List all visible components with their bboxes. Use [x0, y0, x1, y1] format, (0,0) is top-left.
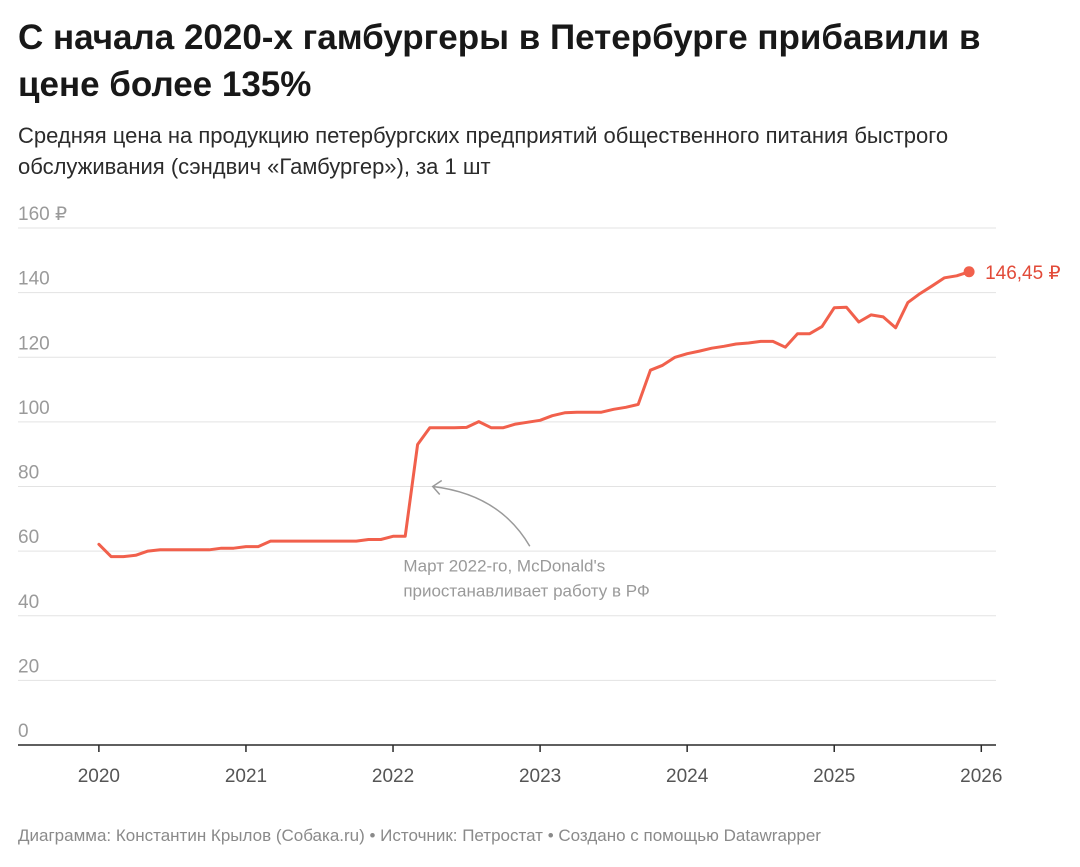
x-tick-label-2026: 2026: [960, 766, 1002, 787]
annotation-arrow: [432, 485, 531, 547]
y-tick-label-60: 60: [18, 527, 39, 548]
line-chart: 0 20 40 60 80 100 120 140 160 ₽ 2020 2021 2022 2023…: [18, 204, 1061, 787]
annotation-text-line-2: приостанавливает работу в РФ: [403, 581, 650, 600]
x-axis: 2020 2021 2022 2023 2024 2025 2026: [18, 744, 1002, 787]
x-tick-label-2023: 2023: [519, 766, 561, 787]
x-tick-label-2024: 2024: [666, 766, 709, 787]
series-line: [97, 270, 971, 559]
y-tick-label-120: 120: [18, 333, 50, 354]
x-tick-label-2025: 2025: [813, 766, 855, 787]
annotation: Март 2022-го, McDonald's приостанавливае…: [403, 479, 650, 600]
x-tick-label-2021: 2021: [225, 766, 267, 787]
y-tick-label-20: 20: [18, 656, 39, 677]
y-tick-label-80: 80: [18, 463, 39, 484]
last-point-marker: [963, 266, 975, 278]
end-value-label: 146,45 ₽: [985, 263, 1060, 284]
chart-title: С начала 2020-х гамбургеры в Петербурге …: [18, 18, 981, 104]
footer-credits: Диаграмма: Константин Крылов (Собака.ru)…: [18, 826, 821, 845]
x-tick-label-2020: 2020: [78, 766, 120, 787]
gridlines: [18, 227, 996, 681]
y-tick-label-0: 0: [18, 721, 29, 742]
y-tick-label-140: 140: [18, 269, 50, 290]
y-axis-labels: 0 20 40 60 80 100 120 140 160 ₽: [18, 204, 67, 742]
annotation-arrowhead: [431, 479, 443, 495]
y-tick-label-100: 100: [18, 398, 50, 419]
y-tick-label-160: 160 ₽: [18, 204, 67, 225]
x-tick-label-2022: 2022: [372, 766, 414, 787]
y-tick-label-40: 40: [18, 592, 39, 613]
annotation-text-line-1: Март 2022-го, McDonald's: [403, 556, 605, 575]
series: 146,45 ₽: [97, 263, 1061, 559]
chart-subtitle: Средняя цена на продукцию петербургских …: [18, 123, 949, 179]
